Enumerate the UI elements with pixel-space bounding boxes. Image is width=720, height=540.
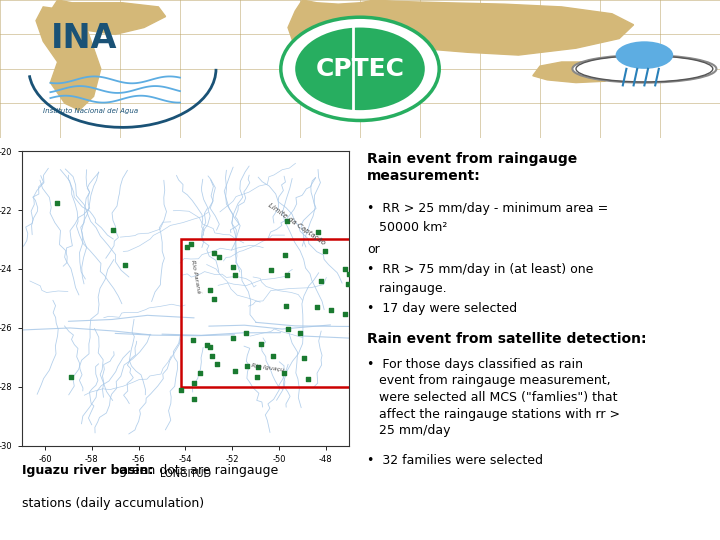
Point [189, 379, 200, 387]
Text: CPTEC: CPTEC [315, 57, 405, 81]
Text: •  17 day were selected: • 17 day were selected [367, 302, 518, 315]
Point [194, 369, 205, 377]
Point [207, 352, 218, 360]
Point [294, 329, 306, 338]
Point [340, 309, 351, 318]
Point [107, 226, 119, 234]
Point [66, 373, 77, 382]
Point [185, 240, 197, 248]
Point [208, 295, 220, 303]
Point [325, 306, 337, 315]
Point [241, 362, 253, 371]
Point [255, 340, 266, 348]
Ellipse shape [295, 28, 425, 110]
Text: •  RR > 75 mm/day in (at least) one: • RR > 75 mm/day in (at least) one [367, 264, 593, 276]
Point [201, 341, 212, 350]
Point [342, 280, 354, 288]
Point [204, 286, 215, 294]
Point [204, 343, 215, 352]
Text: 25 mm/day: 25 mm/day [367, 424, 451, 437]
Point [267, 352, 279, 360]
Text: raingauge.: raingauge. [367, 282, 447, 295]
Point [51, 199, 63, 207]
Point [282, 325, 293, 333]
Point [175, 386, 186, 394]
Point [280, 302, 292, 311]
Point [181, 242, 192, 251]
Text: Rain event from satellite detection:: Rain event from satellite detection: [367, 332, 647, 346]
Ellipse shape [281, 17, 439, 120]
Point [214, 253, 225, 261]
Point [320, 247, 331, 255]
Text: green dots are raingauge: green dots are raingauge [115, 464, 278, 477]
Point [120, 261, 131, 269]
Point [227, 333, 238, 342]
Point [265, 266, 276, 275]
Text: were selected all MCS ("famlies") that: were selected all MCS ("famlies") that [367, 391, 618, 404]
Text: •  32 families were selected: • 32 families were selected [367, 454, 543, 467]
Point [312, 303, 323, 312]
Point [339, 264, 351, 273]
Text: Rio Iguaçu: Rio Iguaçu [251, 363, 284, 373]
Point [187, 335, 199, 344]
Text: Instituto Nacional del Agua: Instituto Nacional del Agua [43, 108, 138, 114]
Text: affect the raingauge stations with rr >: affect the raingauge stations with rr > [367, 408, 620, 421]
Point [343, 270, 354, 279]
Bar [181, 240, 356, 387]
Polygon shape [288, 0, 382, 103]
Point [212, 360, 223, 368]
Text: 50000 km²: 50000 km² [367, 221, 448, 234]
Polygon shape [36, 7, 101, 110]
Point [240, 329, 251, 338]
Text: event from raingauge measurement,: event from raingauge measurement, [367, 374, 611, 387]
Text: Rain event from raingauge
measurement:: Rain event from raingauge measurement: [367, 152, 577, 183]
Point [228, 262, 239, 271]
Point [312, 228, 323, 237]
Point [279, 369, 290, 377]
Point [281, 271, 292, 279]
Polygon shape [533, 62, 619, 83]
Text: •  RR > 25 mm/day - minimum area =: • RR > 25 mm/day - minimum area = [367, 202, 608, 215]
Text: Iguazu river basin:: Iguazu river basin: [22, 464, 153, 477]
Text: Limite da Captação: Limite da Captação [267, 202, 326, 246]
Point [209, 249, 220, 258]
Polygon shape [50, 0, 166, 35]
Point [279, 251, 291, 260]
X-axis label: LONGITUD: LONGITUD [160, 469, 211, 479]
Point [282, 217, 293, 225]
Point [253, 363, 264, 372]
Text: stations (daily accumulation): stations (daily accumulation) [22, 497, 204, 510]
Point [251, 373, 263, 382]
Point [189, 395, 200, 404]
Text: Rio Paraná: Rio Paraná [190, 259, 201, 293]
Point [230, 271, 241, 279]
Polygon shape [374, 0, 634, 55]
Circle shape [572, 55, 716, 83]
Point [302, 375, 314, 383]
Point [315, 276, 327, 285]
Text: •  For those days classified as rain: • For those days classified as rain [367, 357, 583, 370]
Point [298, 353, 310, 362]
Point [229, 367, 240, 375]
Text: INA: INA [50, 22, 117, 55]
Text: or: or [367, 243, 380, 256]
Ellipse shape [616, 42, 673, 69]
